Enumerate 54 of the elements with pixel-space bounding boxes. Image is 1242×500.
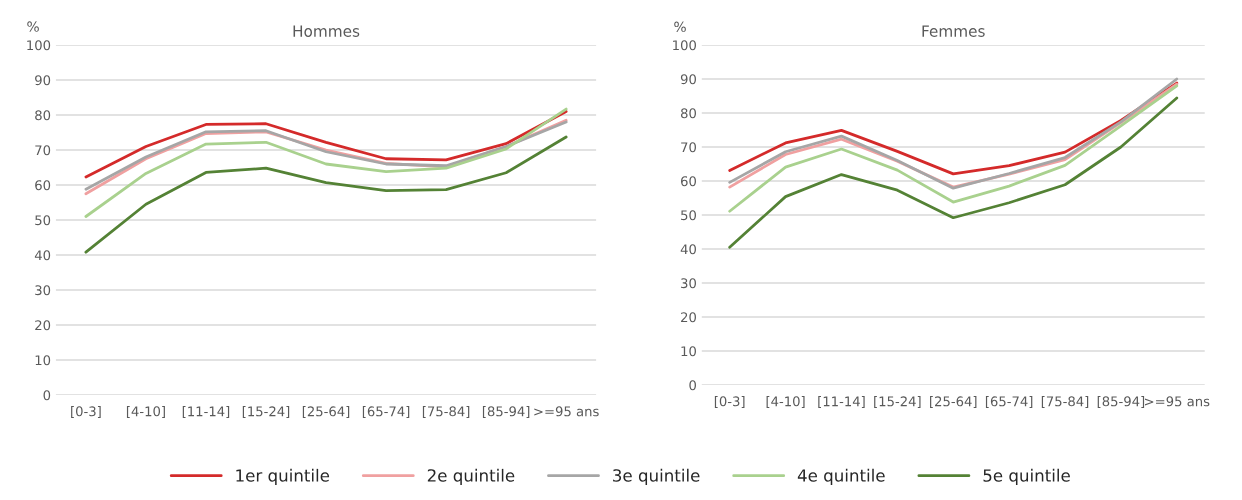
y-tick-label: 50 (681, 210, 696, 221)
x-tick-label: [15-24] (874, 396, 921, 408)
legend-label: 5e quintile (983, 468, 1070, 485)
y-tick-label: 90 (35, 75, 51, 86)
x-tick-label: [25-64] (930, 396, 977, 408)
y-tick-label: 50 (35, 215, 51, 226)
line-series (84, 107, 568, 218)
y-tick-label: 20 (681, 312, 696, 323)
line-series (728, 96, 1179, 249)
y-tick-label: 60 (35, 180, 51, 191)
y-tick-label: 70 (681, 142, 696, 153)
x-tick-label: [85-94] (1097, 396, 1145, 408)
y-tick-label: 0 (43, 390, 51, 401)
y-tick-label: 60 (681, 176, 696, 187)
y-tick-label: 10 (35, 355, 51, 366)
x-tick-label: [15-24] (242, 406, 290, 418)
x-tick-label: >=95 ans (534, 406, 599, 417)
legend-label: 4e quintile (797, 468, 885, 485)
x-tick-label: [11-14] (818, 396, 865, 408)
y-tick-label: 80 (680, 108, 696, 119)
x-tick-label: [25-64] (302, 406, 350, 418)
x-tick-label: [65-74] (985, 396, 1033, 408)
y-tick-label: 70 (35, 145, 51, 156)
x-tick-label: [75-84] (422, 406, 470, 418)
legend-label: 1er quintile (236, 468, 330, 485)
x-tick-label: >=95 ans (1144, 396, 1210, 407)
chart-title: Femmes (922, 25, 985, 37)
y-tick-label: 40 (680, 244, 696, 255)
y-tick-label: 90 (680, 74, 696, 85)
y-tick-label: 40 (34, 250, 51, 261)
x-tick-label: [75-84] (1041, 396, 1089, 408)
y-tick-label: 80 (35, 110, 51, 121)
x-tick-label: [85-94] (482, 406, 530, 418)
x-tick-label: [4-10] (126, 406, 165, 418)
y-tick-label: 20 (35, 320, 51, 331)
line-series (84, 135, 568, 254)
y-tick-label: 30 (35, 285, 51, 296)
y-tick-label: 0 (689, 380, 696, 391)
y-tick-label: 100 (673, 40, 696, 51)
x-tick-label: [65-74] (362, 406, 410, 418)
x-tick-label: [0-3] (714, 396, 745, 408)
y-tick-label: 30 (681, 278, 696, 289)
x-tick-label: [11-14] (182, 406, 230, 418)
y-tick-label: 100 (27, 40, 51, 51)
line-series (84, 110, 568, 179)
line-series (728, 84, 1179, 213)
chart-title: Hommes (293, 25, 360, 37)
x-tick-label: [4-10] (766, 396, 805, 408)
legend-label: 2e quintile (427, 468, 515, 485)
x-tick-label: [0-3] (71, 406, 101, 418)
y-tick-label: 10 (681, 346, 696, 357)
y-axis-title: % (27, 21, 39, 32)
legend-label: 3e quintile (613, 468, 700, 485)
y-axis-title: % (674, 21, 686, 33)
